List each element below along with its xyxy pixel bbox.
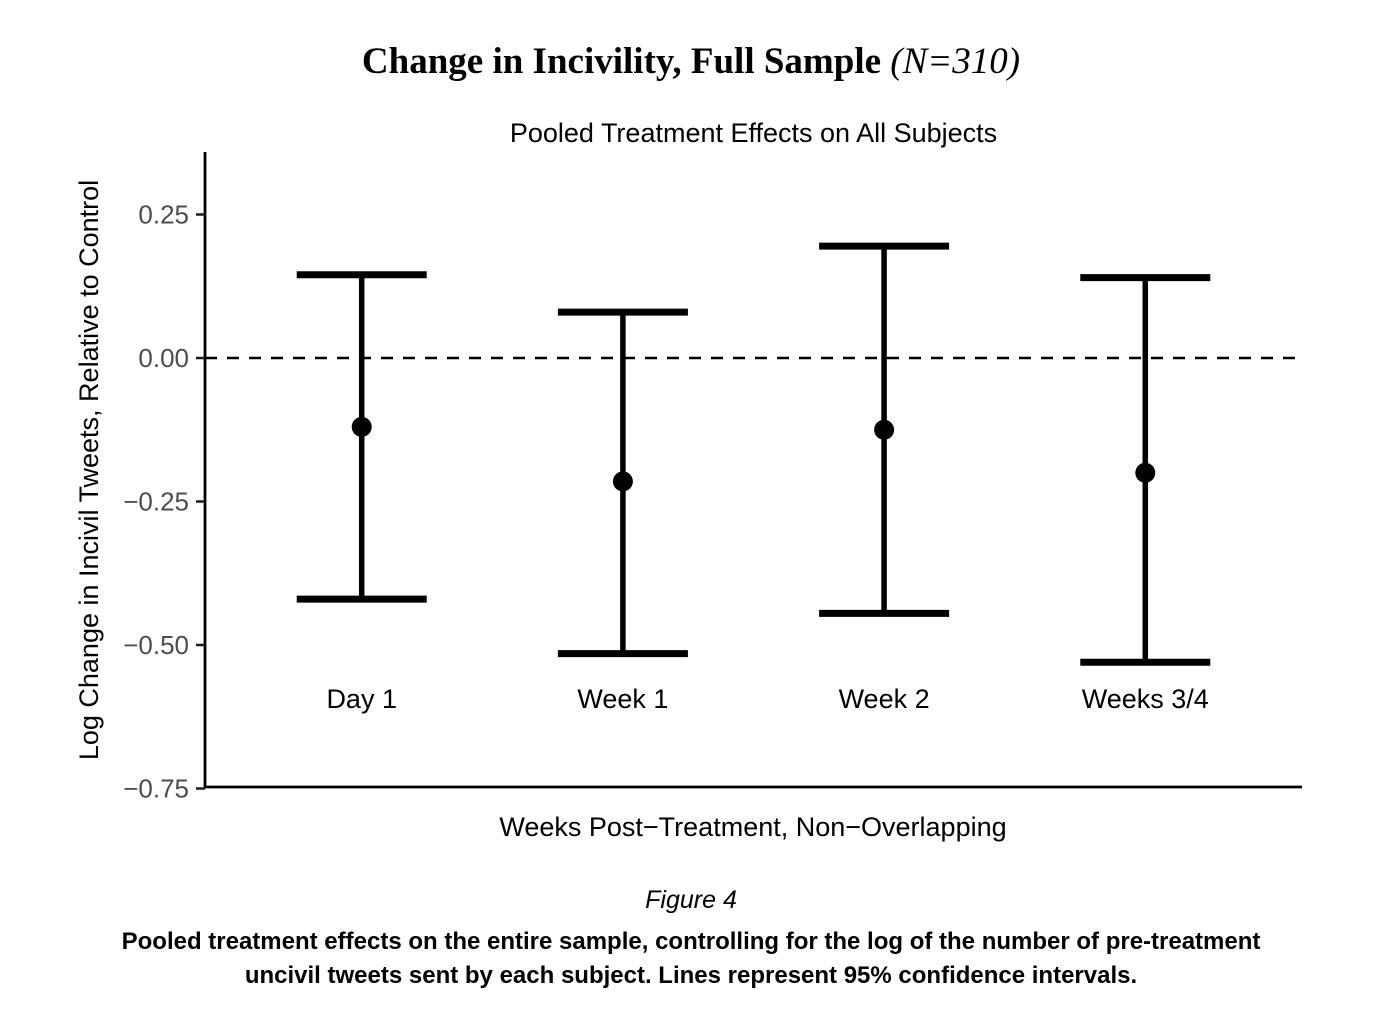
error-bar: [296, 271, 427, 603]
error-bar: [557, 308, 688, 658]
y-axis-tick-label: −0.50: [123, 630, 189, 660]
category-label: Day 1: [326, 684, 397, 714]
category-label: Weeks 3/4: [1082, 684, 1209, 714]
figure-caption-label: Figure 4: [645, 886, 737, 914]
chart-title-text: Change in Incivility, Full Sample: [361, 41, 891, 82]
point-estimate: [874, 419, 895, 440]
figure-caption-line: Pooled treatment effects on the entire s…: [121, 928, 1261, 955]
point-estimate: [1135, 462, 1156, 483]
y-axis-title: Log Change in Incivil Tweets, Relative t…: [74, 180, 104, 760]
point-estimate: [612, 471, 633, 492]
category-label: Week 2: [839, 684, 930, 714]
chart-plot-area: 0.25 0.00 −0.25 −0.50 −0.75 Day 1 Week 1 Week 2…: [123, 152, 1302, 804]
error-bar: [1080, 274, 1211, 666]
figure-caption-line: uncivil tweets sent by each subject. Lin…: [244, 962, 1138, 989]
chart-title-sample-size: (N=310): [890, 41, 1021, 82]
error-bar: [819, 242, 950, 617]
y-axis-tick-label: −0.75: [123, 774, 189, 804]
figure-caption: Figure 4 Pooled treatment effects on the…: [0, 886, 1382, 993]
y-axis-tick-label: 0.25: [138, 200, 189, 230]
chart-title: Change in Incivility, Full Sample (N=310…: [0, 40, 1382, 83]
y-axis-tick-label: 0.00: [138, 343, 189, 373]
chart-subtitle: Pooled Treatment Effects on All Subjects: [509, 118, 998, 148]
category-label: Week 1: [577, 684, 668, 714]
point-estimate: [351, 416, 372, 437]
x-axis-title: Weeks Post−Treatment, Non−Overlapping: [499, 812, 1006, 842]
y-axis-tick-label: −0.25: [123, 487, 189, 517]
